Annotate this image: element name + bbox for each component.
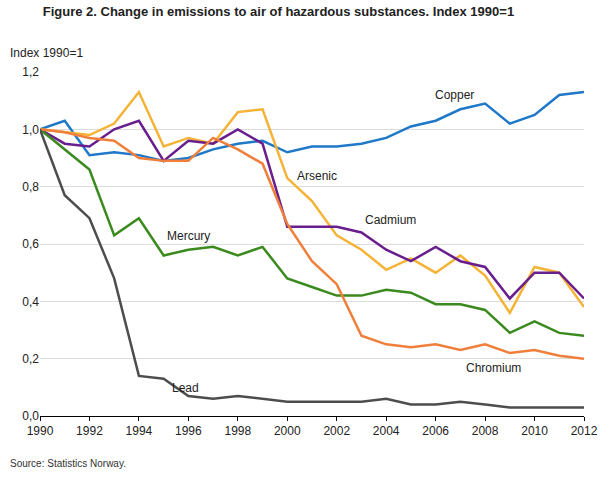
svg-text:Chromium: Chromium <box>466 361 521 375</box>
svg-text:0,6: 0,6 <box>22 237 39 251</box>
svg-text:2004: 2004 <box>373 424 400 438</box>
svg-text:2002: 2002 <box>323 424 350 438</box>
svg-text:Index 1990=1: Index 1990=1 <box>10 46 83 60</box>
svg-text:2000: 2000 <box>274 424 301 438</box>
svg-text:Arsenic: Arsenic <box>297 169 337 183</box>
svg-text:2008: 2008 <box>472 424 499 438</box>
svg-text:1,0: 1,0 <box>22 123 39 137</box>
svg-text:2006: 2006 <box>422 424 449 438</box>
svg-text:Source: Statistics Norway.: Source: Statistics Norway. <box>10 458 126 469</box>
svg-text:0,8: 0,8 <box>22 180 39 194</box>
svg-text:0,2: 0,2 <box>22 352 39 366</box>
svg-text:1998: 1998 <box>224 424 251 438</box>
svg-text:1996: 1996 <box>175 424 202 438</box>
svg-text:0,0: 0,0 <box>22 409 39 423</box>
svg-text:1992: 1992 <box>76 424 103 438</box>
svg-text:2010: 2010 <box>521 424 548 438</box>
svg-text:2012: 2012 <box>571 424 598 438</box>
svg-text:1994: 1994 <box>126 424 153 438</box>
svg-text:Mercury: Mercury <box>167 229 210 243</box>
svg-text:Figure 2. Change in emissions: Figure 2. Change in emissions to air of … <box>43 4 514 19</box>
svg-text:Lead: Lead <box>172 381 199 395</box>
svg-text:1,2: 1,2 <box>22 65 39 79</box>
svg-text:Copper: Copper <box>435 88 474 102</box>
svg-text:Cadmium: Cadmium <box>365 213 416 227</box>
svg-text:0,4: 0,4 <box>22 295 39 309</box>
svg-text:1990: 1990 <box>27 424 54 438</box>
